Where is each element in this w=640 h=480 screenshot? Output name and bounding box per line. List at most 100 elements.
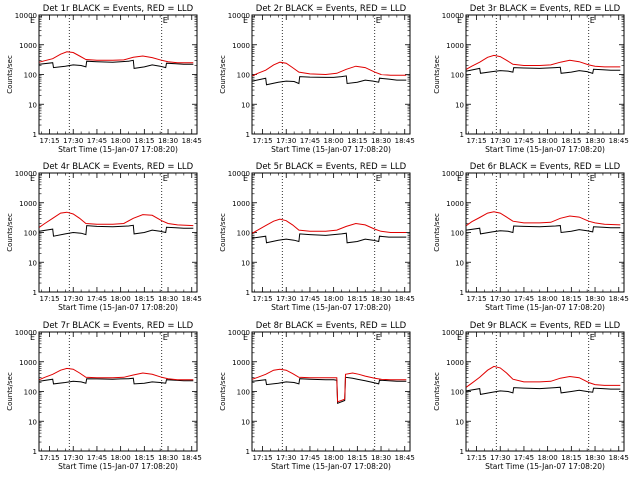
chart-title: Det 5r BLACK = Events, RED = LLD [256,162,407,172]
x-tick-label: 17:30 [276,137,296,145]
x-tick-label: 17:45 [87,454,107,462]
lld-series-line [39,367,194,381]
event-marker-label: E [457,16,462,25]
x-tick-label: 18:00 [324,295,344,303]
x-axis-label: Start Time (15-Jan-07 17:08:20) [485,303,605,312]
events-series-line [466,66,621,74]
x-tick-label: 17:45 [514,137,534,145]
y-tick-label: 10 [241,259,250,267]
x-tick-label: 17:15 [39,137,59,145]
x-tick-label: 18:00 [538,454,558,462]
x-axis-label: Start Time (15-Jan-07 17:08:20) [271,145,391,154]
lld-series-line [252,218,407,234]
plot-frame [38,172,198,293]
x-tick-label: 18:00 [324,454,344,462]
y-tick-label: 100 [451,230,464,238]
x-tick-label: 17:15 [39,295,59,303]
plot-frame [465,14,625,135]
chart-panel-9: Det 9r BLACK = Events, RED = LLD 10000 100… [433,321,629,471]
lld-series-line [466,54,621,70]
x-tick-label: 17:30 [276,454,296,462]
chart-panel-5: Det 5r BLACK = Events, RED = LLD 10000 100… [219,162,415,312]
y-axis-label: Counts/sec [219,55,227,94]
y-tick-label: 10 [455,101,464,109]
x-axis-label: Start Time (15-Jan-07 17:08:20) [271,303,391,312]
y-tick-label: 100 [237,72,250,80]
y-tick-label: 1000 [19,42,37,50]
events-series-line [39,59,194,69]
chart-title: Det 9r BLACK = Events, RED = LLD [470,321,621,331]
lld-series-line [252,368,407,403]
lld-series-line [466,211,621,227]
event-marker-label: E [163,174,168,183]
y-tick-label: 1000 [232,42,250,50]
x-tick-label: 18:45 [182,137,202,145]
y-tick-label: 1000 [232,200,250,208]
event-marker-label: E [457,174,462,183]
chart-title: Det 8r BLACK = Events, RED = LLD [256,321,407,331]
y-tick-label: 10 [28,259,37,267]
x-tick-label: 17:45 [87,137,107,145]
y-tick-label: 10000 [442,329,464,337]
y-tick-label: 1 [460,448,464,456]
lld-series-line [466,365,621,388]
x-tick-label: 17:15 [39,454,59,462]
chart-title: Det 1r BLACK = Events, RED = LLD [43,4,194,14]
x-tick-label: 17:30 [63,137,83,145]
event-marker-label: E [590,16,595,25]
x-tick-label: 18:45 [609,137,629,145]
event-marker-label: E [30,16,35,25]
plot-frame [38,331,198,452]
x-tick-label: 18:45 [609,454,629,462]
y-tick-label: 10000 [228,12,250,20]
event-marker-label: E [30,174,35,183]
x-tick-label: 17:30 [490,454,510,462]
y-tick-label: 1000 [446,42,464,50]
chart-panel-4: Det 4r BLACK = Events, RED = LLD 10000 100… [6,162,202,312]
x-tick-label: 18:15 [347,454,367,462]
y-tick-label: 1000 [232,359,250,367]
lld-series-line [252,61,407,77]
x-tick-label: 18:30 [371,295,391,303]
y-tick-label: 10 [28,101,37,109]
x-tick-label: 18:15 [347,295,367,303]
chart-title: Det 7r BLACK = Events, RED = LLD [43,321,194,331]
x-tick-label: 18:15 [561,295,581,303]
x-tick-label: 17:15 [466,454,486,462]
y-tick-label: 1000 [446,200,464,208]
y-tick-label: 1 [33,448,37,456]
event-marker-label: E [163,333,168,342]
x-tick-label: 18:30 [371,137,391,145]
events-series-line [252,376,407,405]
chart-title: Det 3r BLACK = Events, RED = LLD [470,4,621,14]
x-tick-label: 17:15 [252,454,272,462]
event-marker-label: E [590,333,595,342]
y-axis-label: Counts/sec [219,372,227,411]
chart-panel-6: Det 6r BLACK = Events, RED = LLD 10000 100… [433,162,629,312]
events-series-line [39,224,194,237]
event-marker-label: E [376,16,381,25]
x-tick-label: 18:30 [158,454,178,462]
events-series-line [252,75,407,86]
x-tick-label: 18:15 [134,295,154,303]
x-tick-label: 18:00 [111,454,131,462]
y-tick-label: 1 [246,289,250,297]
x-tick-label: 18:00 [538,137,558,145]
x-tick-label: 18:15 [134,137,154,145]
x-tick-label: 18:00 [538,295,558,303]
plot-frame [251,331,411,452]
x-tick-label: 17:30 [490,295,510,303]
lld-series-line [39,51,194,64]
x-tick-label: 18:45 [395,454,415,462]
x-tick-label: 17:30 [276,295,296,303]
y-tick-label: 10000 [15,170,37,178]
x-tick-label: 18:30 [158,295,178,303]
chart-panel-7: Det 7r BLACK = Events, RED = LLD 10000 100… [6,321,202,471]
y-axis-label: Counts/sec [219,213,227,252]
y-axis-label: Counts/sec [6,372,14,411]
event-marker-label: E [590,174,595,183]
x-tick-label: 18:00 [111,295,131,303]
chart-title: Det 6r BLACK = Events, RED = LLD [470,162,621,172]
y-tick-label: 1 [246,131,250,139]
